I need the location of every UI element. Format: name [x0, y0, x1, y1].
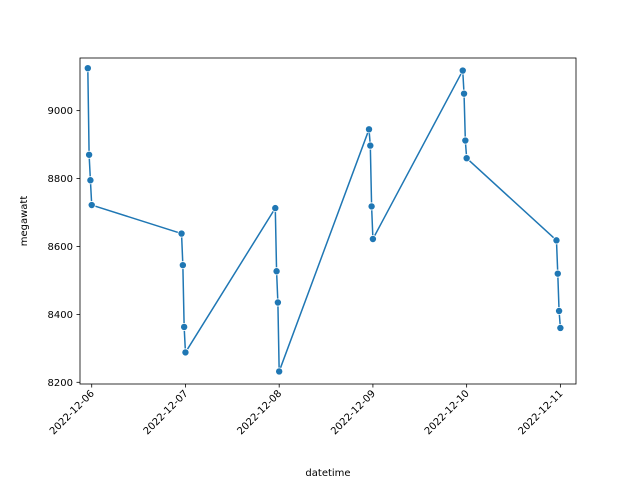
- data-point: [271, 204, 280, 213]
- data-point: [555, 306, 564, 315]
- series-line: [87, 68, 562, 373]
- data-point: [553, 269, 562, 278]
- data-point: [85, 150, 94, 159]
- data-point: [86, 176, 95, 185]
- data-point: [460, 89, 469, 98]
- data-point: [273, 298, 282, 307]
- y-tick-label: 8800: [48, 174, 73, 185]
- data-point: [87, 201, 96, 210]
- y-tick-label: 9000: [48, 106, 73, 117]
- data-point: [462, 154, 471, 163]
- y-tick-label: 8200: [48, 378, 73, 389]
- data-point: [83, 64, 92, 73]
- y-axis-ticks: 8200 8400 8600 8800 9000: [48, 106, 80, 389]
- data-point: [365, 125, 374, 134]
- data-point: [177, 229, 186, 238]
- data-point: [552, 236, 561, 245]
- data-point: [458, 66, 467, 75]
- data-point: [180, 322, 189, 331]
- data-point: [275, 367, 284, 376]
- data-point: [556, 323, 565, 332]
- data-point: [366, 141, 375, 150]
- data-point: [178, 261, 187, 270]
- y-axis-label: megawatt: [19, 196, 30, 247]
- axes-frame: [79, 57, 577, 385]
- data-point: [181, 348, 190, 357]
- plot-area: [83, 64, 565, 376]
- y-tick-label: 8400: [48, 310, 73, 321]
- data-point: [368, 234, 377, 243]
- x-axis-label: datetime: [305, 468, 350, 479]
- y-tick-label: 8600: [48, 242, 73, 253]
- data-point: [367, 202, 376, 211]
- data-point: [461, 136, 470, 145]
- data-point: [272, 267, 281, 276]
